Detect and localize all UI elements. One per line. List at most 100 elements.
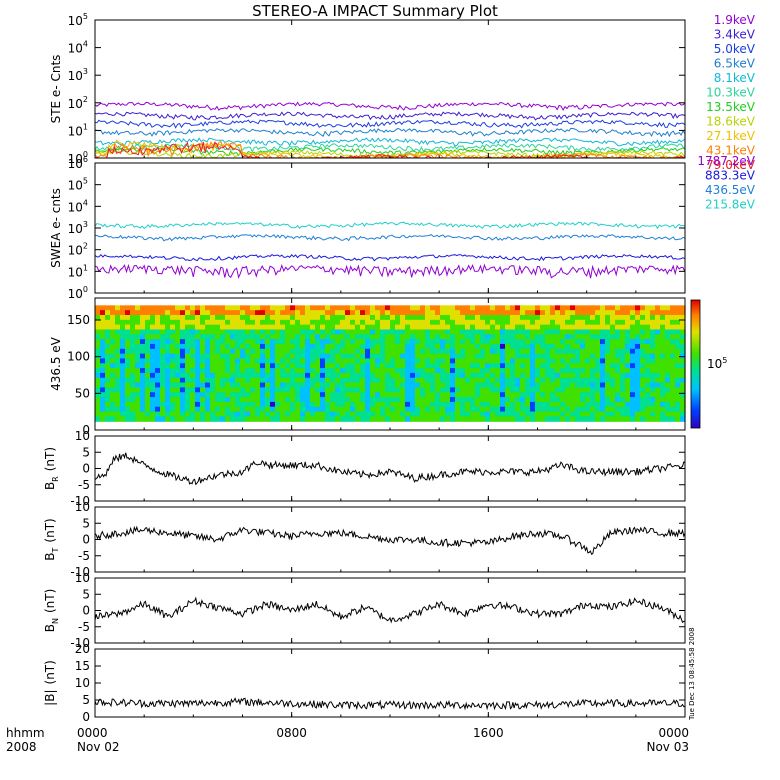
heatmap-cell bbox=[105, 329, 111, 335]
heatmap-cell bbox=[570, 387, 576, 393]
heatmap-cell bbox=[500, 324, 506, 331]
heatmap-cell bbox=[405, 372, 411, 379]
heatmap-cell bbox=[440, 392, 446, 398]
heatmap-cell bbox=[420, 392, 426, 398]
heatmap-cell bbox=[675, 329, 681, 335]
heatmap-cell bbox=[510, 319, 516, 326]
heatmap-cell bbox=[105, 387, 111, 393]
heatmap-cell bbox=[625, 372, 631, 379]
heatmap-cell bbox=[265, 353, 271, 360]
heatmap-cell bbox=[645, 406, 651, 413]
heatmap-cell bbox=[460, 392, 466, 398]
heatmap-cell bbox=[370, 319, 376, 326]
heatmap-cell bbox=[535, 392, 541, 398]
heatmap-cell bbox=[245, 387, 251, 393]
heatmap-cell bbox=[635, 353, 641, 360]
heatmap-cell bbox=[325, 310, 331, 316]
heatmap-cell bbox=[110, 353, 116, 360]
heatmap-cell bbox=[525, 416, 531, 422]
heatmap-cell bbox=[510, 343, 516, 350]
heatmap-cell bbox=[640, 377, 646, 384]
heatmap-cell bbox=[200, 348, 206, 355]
heatmap-cell bbox=[300, 329, 306, 335]
heatmap-cell bbox=[405, 348, 411, 355]
heatmap-cell bbox=[495, 392, 501, 398]
heatmap-cell bbox=[605, 348, 611, 355]
heatmap-cell bbox=[280, 377, 286, 384]
heatmap-cell bbox=[335, 416, 341, 422]
heatmap-cell bbox=[300, 406, 306, 413]
heatmap-cell bbox=[470, 314, 476, 321]
heatmap-cell bbox=[365, 406, 371, 413]
heatmap-cell bbox=[220, 392, 226, 398]
heatmap-cell bbox=[555, 377, 561, 384]
heatmap-cell bbox=[495, 305, 501, 311]
heatmap-cell bbox=[480, 392, 486, 398]
y-tick-label: -5 bbox=[78, 478, 90, 492]
heatmap-cell bbox=[455, 319, 461, 326]
heatmap-cell bbox=[360, 382, 366, 389]
heatmap-cell bbox=[640, 368, 646, 374]
heatmap-cell bbox=[370, 363, 376, 369]
heatmap-cell bbox=[105, 314, 111, 321]
heatmap-cell bbox=[470, 411, 476, 417]
heatmap-cell bbox=[500, 416, 506, 422]
heatmap-cell bbox=[100, 343, 106, 350]
heatmap-cell bbox=[280, 348, 286, 355]
heatmap-cell bbox=[175, 339, 181, 345]
legend-entry: 13.5keV bbox=[706, 100, 756, 114]
heatmap-cell bbox=[410, 382, 416, 389]
heatmap-cell bbox=[145, 368, 151, 374]
heatmap-cell bbox=[245, 368, 251, 374]
heatmap-cell bbox=[160, 319, 166, 326]
heatmap-cell bbox=[160, 314, 166, 321]
heatmap-cell bbox=[160, 353, 166, 360]
heatmap-cell bbox=[620, 397, 626, 403]
heatmap-cell bbox=[100, 372, 106, 379]
heatmap-cell bbox=[540, 416, 546, 422]
heatmap-cell bbox=[110, 392, 116, 398]
heatmap-cell bbox=[330, 339, 336, 345]
heatmap-cell bbox=[190, 339, 196, 345]
heatmap-cell bbox=[500, 343, 506, 350]
heatmap-cell bbox=[210, 406, 216, 413]
heatmap-cell bbox=[375, 368, 381, 374]
heatmap-cell bbox=[640, 314, 646, 321]
heatmap-cell bbox=[385, 310, 391, 316]
heatmap-cell bbox=[190, 397, 196, 403]
heatmap-cell bbox=[350, 397, 356, 403]
heatmap-cell bbox=[555, 397, 561, 403]
heatmap-cell bbox=[530, 406, 536, 413]
heatmap-cell bbox=[570, 406, 576, 413]
heatmap-cell bbox=[275, 406, 281, 413]
heatmap-cell bbox=[500, 305, 506, 311]
heatmap-cell bbox=[235, 397, 241, 403]
heatmap-cell bbox=[100, 358, 106, 364]
heatmap-cell bbox=[240, 397, 246, 403]
heatmap-cell bbox=[605, 363, 611, 369]
heatmap-cell bbox=[360, 348, 366, 355]
heatmap-cell bbox=[230, 305, 236, 311]
heatmap-cell bbox=[530, 358, 536, 364]
heatmap-cell bbox=[530, 353, 536, 360]
heatmap-cell bbox=[500, 363, 506, 369]
heatmap-cell bbox=[565, 368, 571, 374]
heatmap-cell bbox=[270, 319, 276, 326]
heatmap-cell bbox=[510, 329, 516, 335]
heatmap-cell bbox=[215, 411, 221, 417]
heatmap-cell bbox=[200, 358, 206, 364]
heatmap-cell bbox=[470, 387, 476, 393]
heatmap-cell bbox=[610, 319, 616, 326]
heatmap-cell bbox=[250, 319, 256, 326]
heatmap-cell bbox=[520, 392, 526, 398]
heatmap-cell bbox=[605, 343, 611, 350]
heatmap-cell bbox=[670, 406, 676, 413]
heatmap-cell bbox=[485, 416, 491, 422]
heatmap-cell bbox=[560, 305, 566, 311]
heatmap-cell bbox=[545, 305, 551, 311]
heatmap-cell bbox=[300, 382, 306, 389]
heatmap-cell bbox=[180, 406, 186, 413]
heatmap-cell bbox=[470, 329, 476, 335]
heatmap-cell bbox=[405, 401, 411, 408]
heatmap-cell bbox=[195, 310, 201, 316]
